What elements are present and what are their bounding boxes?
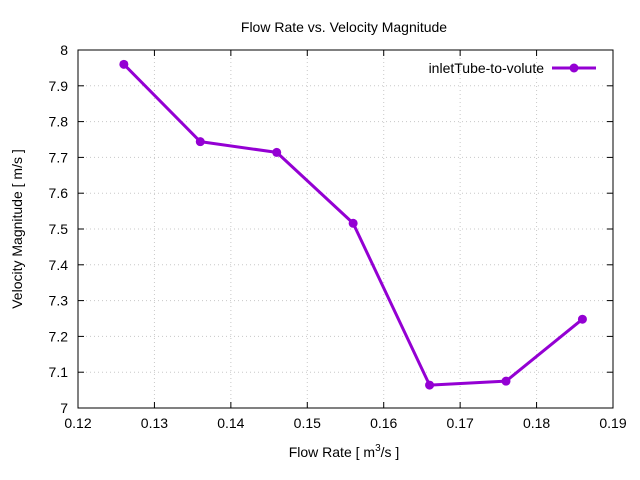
data-point (501, 376, 511, 386)
data-point (577, 314, 587, 324)
data-point (348, 218, 358, 228)
series-layer (119, 59, 587, 390)
data-point (195, 137, 205, 147)
y-tick-label: 7.9 (49, 78, 69, 94)
y-tick-label: 7.4 (49, 257, 69, 273)
data-point (119, 59, 129, 69)
chart-title: Flow Rate vs. Velocity Magnitude (241, 19, 447, 35)
x-tick-label: 0.18 (523, 415, 550, 431)
y-tick-label: 8 (60, 42, 68, 58)
data-point (272, 147, 282, 157)
legend-label: inletTube-to-volute (429, 60, 545, 76)
legend: inletTube-to-volute (429, 60, 596, 76)
x-axis-label-suffix: /s ] (381, 444, 400, 460)
data-point (425, 380, 435, 390)
x-tick-label: 0.13 (141, 415, 168, 431)
axes: 0.12 0.13 0.14 0.15 0.16 0.17 0.18 0.19 7 7.1 7.2 7… (49, 42, 627, 431)
y-tick-label: 7.8 (49, 114, 69, 130)
x-tick-label: 0.12 (64, 415, 91, 431)
y-axis-label: Velocity Magnitude [ m/s ] (9, 149, 25, 309)
y-tick-label: 7.3 (49, 293, 69, 309)
x-axis-label: Flow Rate [ m3/s ] (289, 443, 400, 460)
x-tick-label: 0.15 (294, 415, 321, 431)
x-tick-label: 0.19 (599, 415, 626, 431)
y-tick-label: 7.7 (49, 149, 69, 165)
x-tick-label: 0.17 (447, 415, 474, 431)
plot-frame (77, 49, 614, 409)
x-axis-label-sup: 3 (375, 443, 381, 454)
y-tick-label: 7.6 (49, 185, 69, 201)
legend-marker (569, 63, 579, 73)
y-tick-label: 7.1 (49, 364, 69, 380)
x-axis-label-prefix: Flow Rate [ m (289, 444, 375, 460)
x-tick-label: 0.16 (370, 415, 397, 431)
y-tick-label: 7.2 (49, 328, 69, 344)
y-tick-label: 7.5 (49, 221, 69, 237)
x-tick-label: 0.14 (217, 415, 244, 431)
y-tick-label: 7 (60, 400, 68, 416)
